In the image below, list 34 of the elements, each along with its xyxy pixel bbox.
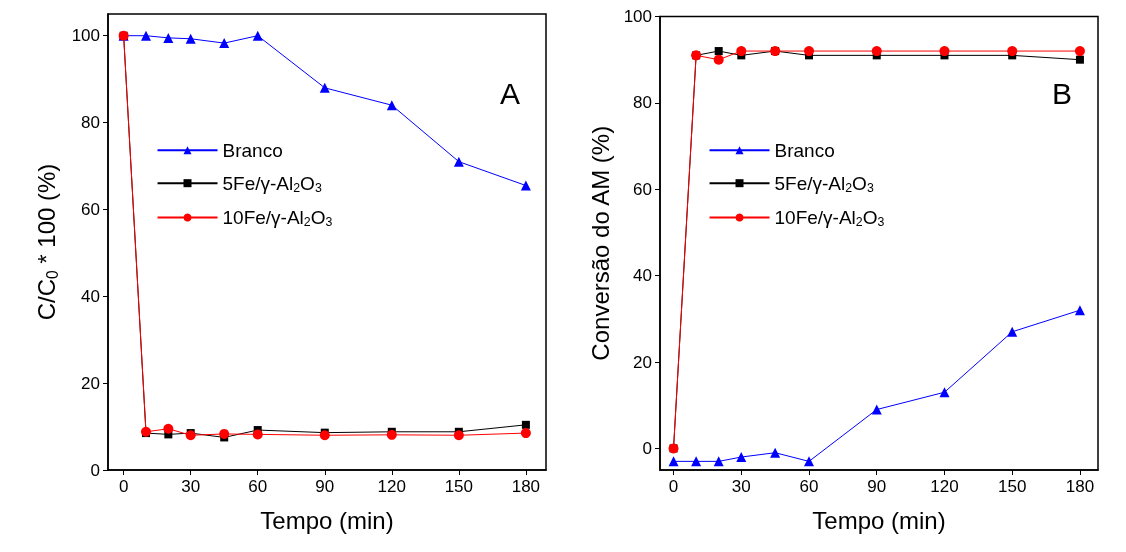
annotation: B (1051, 76, 1073, 110)
y-tick-label: 80 (633, 93, 652, 113)
y-tick-label: 100 (71, 26, 100, 46)
x-tick-label: 180 (1065, 477, 1095, 496)
y-tick-label: 100 (623, 7, 652, 26)
x-tick-label: 30 (731, 477, 751, 496)
y-tick-label: 60 (81, 199, 100, 219)
legend-label: Branco (774, 139, 835, 161)
x-tick-label: 180 (511, 477, 541, 496)
annotation: A (499, 76, 521, 110)
y-tick-label: 40 (81, 286, 100, 306)
x-tick-label: 0 (118, 477, 129, 496)
y-tick-label: 20 (81, 373, 100, 393)
x-tick-label: 60 (799, 477, 819, 496)
y-tick-label: 0 (642, 438, 652, 458)
y-axis-title: Conversão do AM (%) (586, 125, 614, 361)
x-tick-label: 90 (867, 477, 887, 496)
x-tick-label: 150 (444, 477, 474, 496)
y-tick-label: 40 (633, 266, 652, 286)
y-tick-label: 0 (90, 460, 100, 480)
y-tick-label: 60 (633, 179, 652, 199)
legend-label: Branco (222, 139, 283, 161)
x-tick-label: 30 (181, 477, 201, 496)
y-axis-title: C/C0 * 100 (%) (32, 163, 61, 321)
x-axis-title: Tempo (min) (260, 506, 394, 534)
x-tick-label: 150 (998, 477, 1027, 496)
x-tick-label: 0 (668, 477, 679, 496)
y-tick-label: 80 (81, 113, 100, 133)
x-tick-label: 60 (248, 477, 268, 496)
x-axis-title: Tempo (min) (812, 506, 946, 534)
x-tick-label: 120 (930, 477, 959, 496)
x-tick-label: 90 (315, 477, 335, 496)
x-tick-label: 120 (377, 477, 406, 496)
y-tick-label: 20 (633, 352, 652, 372)
